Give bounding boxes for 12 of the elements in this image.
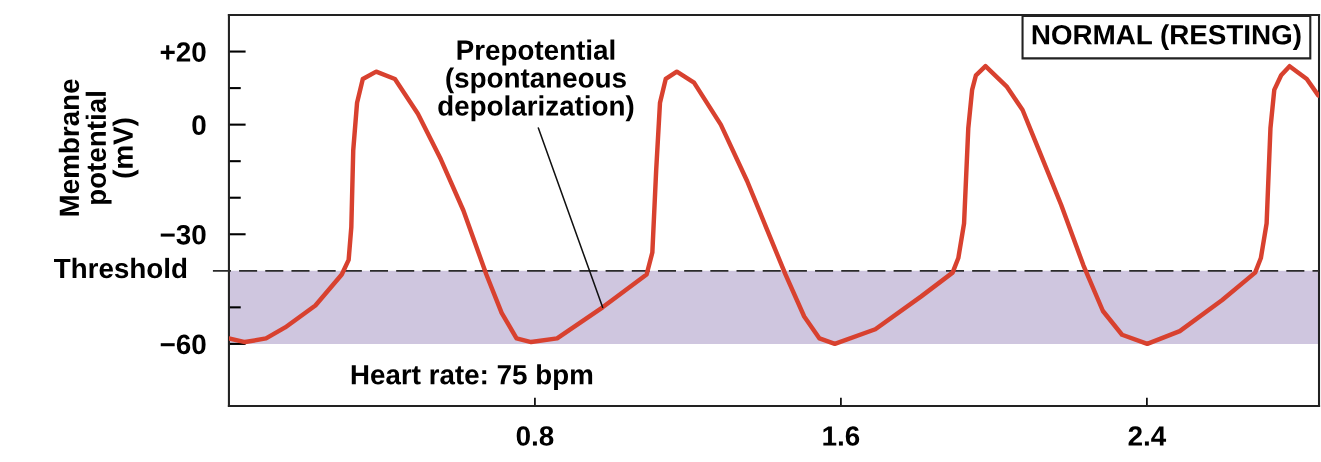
chart-title: NORMAL (RESTING) (1032, 24, 1301, 51)
x-tick-label: 2.4 (1128, 426, 1167, 446)
y-tick-label: −30 (160, 224, 206, 245)
y-tick-label: 0 (192, 115, 206, 135)
y-tick-label: −60 (160, 334, 206, 355)
annotation: Heart rate: 75 bpm (351, 364, 593, 391)
ref-line-label: Threshold (54, 257, 187, 279)
x-tick-label: 1.6 (823, 426, 860, 446)
annotation: Prepotential (spontaneous depolarization) (438, 39, 634, 122)
x-tick-label: 0.8 (516, 426, 554, 446)
y-axis-title: Membrane potential (mV) (58, 79, 139, 216)
y-tick-label: +20 (160, 42, 206, 62)
